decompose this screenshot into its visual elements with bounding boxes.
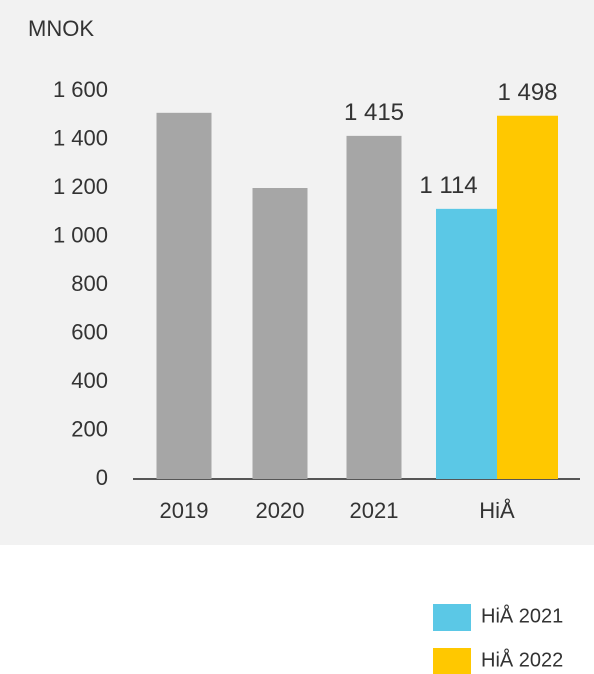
legend-label: HiÅ 2021 [481,604,563,627]
y-tick-label: 400 [71,368,108,393]
x-tick-label: 2020 [256,498,305,523]
bar [346,135,402,480]
bar [436,208,497,480]
y-axis-label: MNOK [28,16,94,41]
y-tick-label: 0 [96,465,108,490]
y-tick-label: 800 [71,271,108,296]
bar [252,188,308,479]
bar [497,115,558,480]
y-tick-label: 200 [71,416,108,441]
y-tick-label: 1 600 [53,77,108,102]
value-label: 1 498 [497,79,557,106]
x-tick-label: HiÅ [479,498,515,523]
value-label: 1 415 [344,99,404,126]
y-tick-label: 1 000 [53,222,108,247]
bar [156,112,212,479]
x-tick-label: 2021 [350,498,399,523]
legend-swatch [433,648,471,674]
y-tick-label: 1 400 [53,125,108,150]
legend-swatch [433,604,471,631]
x-tick-label: 2019 [160,498,209,523]
y-tick-label: 1 200 [53,174,108,199]
legend-label: HiÅ 2022 [481,648,563,671]
y-tick-label: 600 [71,319,108,344]
value-label: 1 114 [419,172,477,199]
